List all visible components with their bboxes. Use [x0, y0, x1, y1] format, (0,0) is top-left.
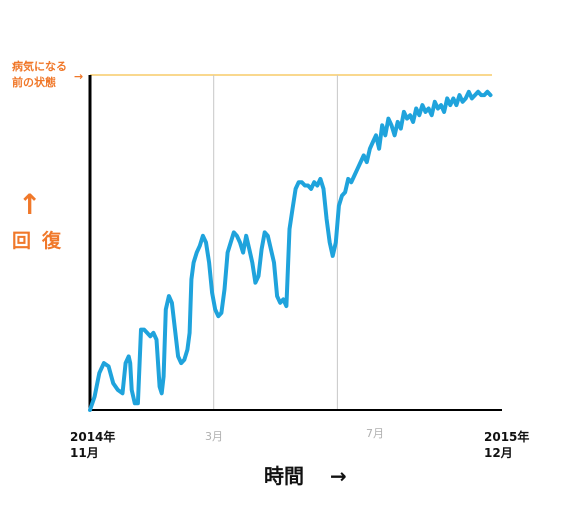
- x-tick-label-end-month: 12月: [484, 446, 513, 460]
- y-axis-label-char-2: 復: [41, 229, 62, 252]
- x-axis-arrow-icon: →: [330, 464, 347, 488]
- recovery-series-line: [88, 89, 493, 412]
- x-tick-label-end-year: 2015年: [484, 429, 529, 444]
- y-axis-label-char-1: 回: [12, 230, 31, 252]
- x-tick-label-july: 7月: [366, 427, 384, 440]
- reference-arrow-icon: →: [74, 70, 83, 83]
- x-axis-label: 時間: [264, 464, 304, 488]
- y-axis-arrow-icon: ↑: [18, 188, 41, 221]
- x-tick-label-start-month: 11月: [70, 446, 99, 460]
- reference-label-line2: 前の状態: [12, 75, 56, 89]
- x-tick-label-march: 3月: [205, 430, 223, 443]
- reference-label-line1: 病気になる: [12, 59, 67, 73]
- x-tick-label-start-year: 2014年: [70, 429, 115, 444]
